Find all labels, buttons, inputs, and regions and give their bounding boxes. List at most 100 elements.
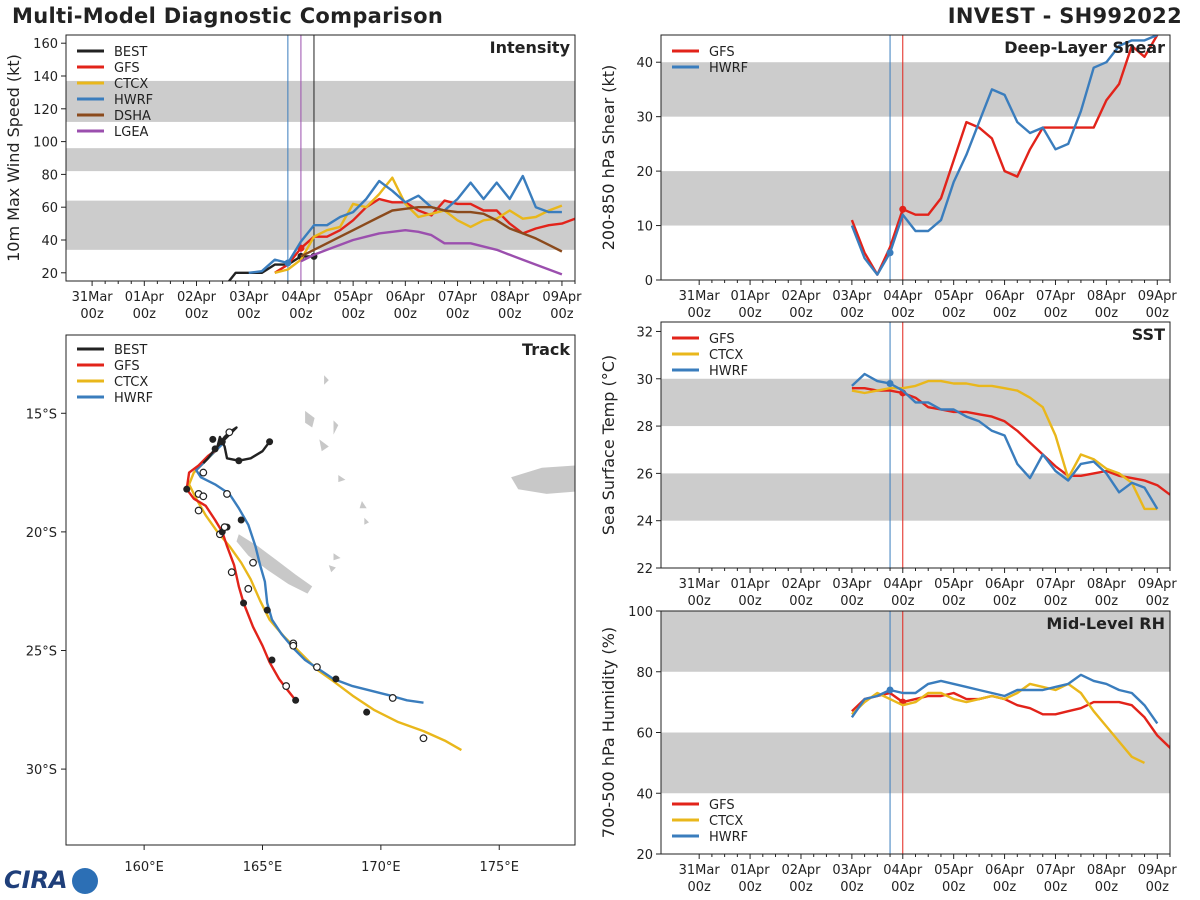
sst-xtick-label: 02Apr [781, 577, 821, 592]
intensity-xtick-label: 09Apr [542, 290, 582, 305]
vanuatu-efate [338, 475, 346, 483]
intensity-xtick-label: 05Apr [334, 290, 374, 305]
vanuatu-espiritu-santo [305, 410, 315, 428]
sst-xtick-sublabel: 00z [840, 594, 864, 609]
intensity-series-hwrf [248, 174, 562, 274]
sst-xtick-sublabel: 00z [1095, 594, 1119, 609]
track-point-open-gfs-0 [199, 492, 208, 501]
intensity-xtick-sublabel: 00z [289, 307, 313, 322]
intensity-xtick-sublabel: 00z [341, 307, 365, 322]
shear-legend-label-hwrf: HWRF [709, 61, 748, 76]
cira-globe-icon [71, 868, 98, 894]
track-point-open-ctcx-1 [194, 506, 203, 515]
rh-band-0 [661, 732, 1170, 794]
rh-xtick-label: 31Mar [679, 863, 721, 878]
track-xtick-label: 170°E [361, 860, 401, 875]
rh-xtick-sublabel: 00z [891, 880, 915, 895]
rh-xtick-sublabel: 00z [942, 880, 966, 895]
shear-plot-area [661, 35, 1170, 280]
shear-ytick-label: 0 [645, 274, 653, 289]
track-ytick-label: 15°S [26, 407, 57, 422]
intensity-series-dsha [300, 205, 563, 258]
intensity-marker-hwrf-0 [284, 259, 292, 267]
track-panel: 160°E 165°E 170°E 175°E 15°S 20°S 25°S 30°S Trac… [26, 334, 576, 875]
intensity-title: Intensity [490, 38, 571, 57]
intensity-xtick-label: 04Apr [281, 290, 321, 305]
intensity-xtick-label: 31Mar [72, 290, 114, 305]
rh-xtick-label: 01Apr [731, 863, 771, 878]
loyalty-island-1 [328, 565, 336, 573]
track-legend-label-best: BEST [114, 343, 147, 358]
shear-xtick-label: 07Apr [1036, 289, 1076, 304]
track-frame [65, 334, 576, 846]
track-legend-label-ctcx: CTCX [114, 375, 148, 390]
rh-xtick-sublabel: 00z [738, 880, 762, 895]
intensity-ytick-label: 60 [41, 201, 58, 216]
shear-band-1 [661, 62, 1170, 117]
rh-ylabel: 700-500 hPa Humidity (%) [599, 627, 618, 838]
sst-xtick-label: 05Apr [934, 577, 974, 592]
rh-xtick-label: 07Apr [1036, 863, 1076, 878]
vanuatu-erromango [359, 501, 367, 509]
track-point-open-best-0 [225, 428, 234, 437]
rh-ytick-label: 60 [636, 727, 653, 742]
sst-xtick-label: 31Mar [679, 577, 721, 592]
sst-ytick-label: 32 [636, 325, 653, 340]
sst-xtick-sublabel: 00z [993, 594, 1017, 609]
intensity-xtick-sublabel: 00z [133, 307, 157, 322]
sst-xtick-label: 08Apr [1087, 577, 1127, 592]
vanuatu-pentecost [333, 420, 339, 435]
shear-xtick-label: 09Apr [1138, 289, 1178, 304]
shear-ytick-label: 10 [636, 220, 653, 235]
new-caledonia-landmass [236, 534, 313, 594]
sst-title: SST [1132, 325, 1165, 344]
track-point-filled-ctcx-0 [363, 708, 371, 716]
intensity-legend-label-dsha: DSHA [114, 109, 151, 124]
sst-series-ctcx [851, 379, 1158, 511]
rh-marker-hwrf-0 [886, 686, 894, 694]
shear-xtick-sublabel: 00z [840, 306, 864, 321]
rh-xtick-sublabel: 00z [1044, 880, 1068, 895]
shear-ytick-label: 40 [636, 56, 653, 71]
track-point-filled-hwrf-1 [237, 516, 245, 524]
track-point-filled-gfs-3 [240, 599, 248, 607]
shear-ylabel: 200-850 hPa Shear (kt) [599, 65, 618, 251]
track-xtick-label: 160°E [124, 860, 164, 875]
sst-xtick-label: 06Apr [985, 577, 1025, 592]
sst-ytick-label: 26 [636, 467, 653, 482]
sst-xtick-label: 07Apr [1036, 577, 1076, 592]
shear-marker-hwrf-0 [886, 249, 894, 257]
rh-panel: 20 40 60 80 100 31Mar 00z 01Apr 00z 02Apr 00z 03Apr… [599, 605, 1177, 895]
intensity-legend-label-gfs: GFS [114, 61, 140, 76]
sst-legend-label-hwrf: HWRF [709, 364, 748, 379]
intensity-ytick-label: 40 [41, 234, 58, 249]
rh-xtick-label: 08Apr [1087, 863, 1127, 878]
cira-logo: CIRA [4, 866, 98, 894]
shear-ytick-label: 20 [636, 165, 653, 180]
sst-xtick-sublabel: 00z [891, 594, 915, 609]
track-map-area [183, 375, 575, 752]
vanuatu-banks [324, 375, 329, 385]
shear-xtick-sublabel: 00z [942, 306, 966, 321]
rh-ytick-label: 40 [636, 787, 653, 802]
sst-band-0 [661, 473, 1170, 521]
rh-plot-area [661, 611, 1170, 854]
intensity-band-1 [66, 148, 575, 172]
shear-xtick-sublabel: 00z [687, 306, 711, 321]
track-ytick-label: 20°S [26, 526, 57, 541]
intensity-xtick-label: 02Apr [177, 290, 217, 305]
intensity-xtick-sublabel: 00z [498, 307, 522, 322]
track-point-filled-hwrf-3 [332, 675, 340, 683]
track-point-open-gfs-1 [220, 523, 229, 532]
intensity-band-2 [66, 80, 575, 122]
sst-ytick-label: 28 [636, 420, 653, 435]
track-point-open-hwrf-1 [199, 468, 208, 477]
track-point-open-hwrf-4 [313, 663, 321, 671]
rh-xtick-sublabel: 00z [687, 880, 711, 895]
track-title: Track [522, 340, 570, 359]
rh-legend-label-hwrf: HWRF [709, 830, 748, 845]
sst-xtick-sublabel: 00z [687, 594, 711, 609]
rh-series-hwrf [850, 673, 1159, 725]
sst-plot-area [661, 322, 1170, 568]
